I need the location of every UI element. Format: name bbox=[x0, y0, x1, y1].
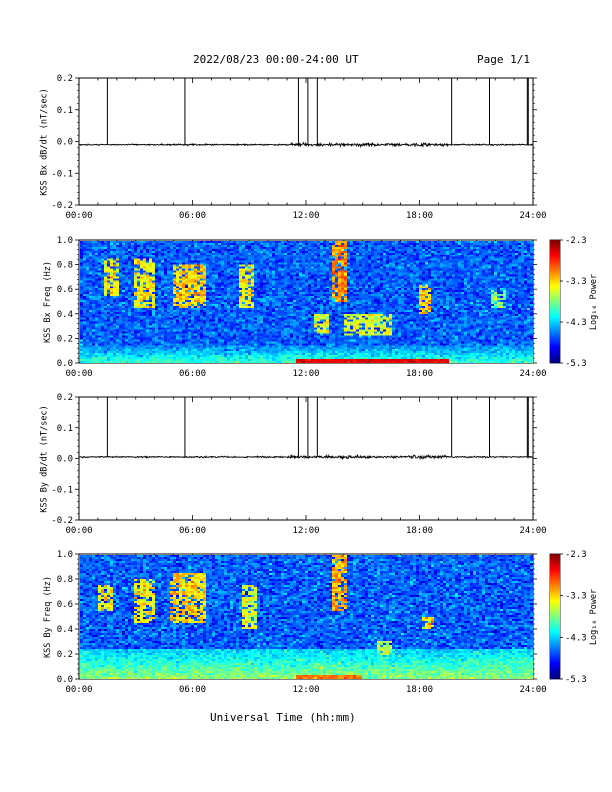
y-tick-label: 0.6 bbox=[57, 600, 73, 610]
y-tick-label: 0.2 bbox=[57, 74, 73, 84]
by-spectrogram-ylabel: KSS By Freq (Hz) bbox=[42, 575, 53, 658]
timeseries-trace bbox=[78, 453, 534, 461]
y-tick-label: 0.1 bbox=[57, 424, 73, 434]
panel-frame bbox=[78, 77, 534, 206]
x-tick-label: 00:00 bbox=[65, 211, 92, 221]
x-tick-label: 18:00 bbox=[406, 369, 433, 379]
x-tick-label: 06:00 bbox=[179, 685, 206, 695]
colorbar-tick-label: -5.3 bbox=[565, 359, 587, 369]
x-tick-label: 12:00 bbox=[292, 211, 319, 221]
by-colorbar-label: Log₁₀ Power bbox=[589, 588, 600, 645]
x-tick-label: 00:00 bbox=[65, 526, 92, 536]
x-tick-label: 18:00 bbox=[406, 211, 433, 221]
y-tick-label: 0.0 bbox=[57, 675, 73, 685]
bx-colorbar bbox=[550, 240, 560, 363]
x-tick-label: 06:00 bbox=[179, 211, 206, 221]
page-number: Page 1/1 bbox=[477, 53, 530, 66]
x-tick-label: 24:00 bbox=[519, 211, 546, 221]
y-tick-label: 0.2 bbox=[57, 650, 73, 660]
x-tick-label: 06:00 bbox=[179, 369, 206, 379]
x-tick-label: 12:00 bbox=[292, 685, 319, 695]
x-tick-label: 18:00 bbox=[406, 685, 433, 695]
by-timeseries-ylabel: KSS By dB/dt (nT/sec) bbox=[39, 404, 50, 513]
panel-frame bbox=[78, 396, 534, 521]
x-tick-label: 00:00 bbox=[65, 369, 92, 379]
x-tick-label: 18:00 bbox=[406, 526, 433, 536]
colorbar-tick-label: -5.3 bbox=[565, 675, 587, 685]
x-tick-label: 24:00 bbox=[519, 526, 546, 536]
x-tick-label: 12:00 bbox=[292, 369, 319, 379]
colorbar-tick-label: -3.3 bbox=[565, 277, 587, 287]
x-tick-label: 00:00 bbox=[65, 685, 92, 695]
y-tick-label: 0.6 bbox=[57, 285, 73, 295]
y-tick-label: 0.4 bbox=[57, 625, 73, 635]
colorbar-tick-label: -4.3 bbox=[565, 633, 587, 643]
bx-spectrogram-ylabel: KSS Bx Freq (Hz) bbox=[42, 260, 53, 343]
y-tick-label: -0.2 bbox=[51, 516, 73, 526]
y-tick-label: -0.1 bbox=[51, 485, 73, 495]
x-axis-label: Universal Time (hh:mm) bbox=[210, 711, 356, 724]
y-tick-label: 1.0 bbox=[57, 550, 73, 560]
timeseries-trace bbox=[78, 141, 534, 148]
y-tick-label: 0.4 bbox=[57, 310, 73, 320]
bx-colorbar-label: Log₁₀ Power bbox=[589, 273, 600, 330]
x-tick-label: 12:00 bbox=[292, 526, 319, 536]
x-tick-label: 24:00 bbox=[519, 369, 546, 379]
bx-timeseries-ylabel: KSS Bx dB/dt (nT/sec) bbox=[39, 87, 50, 196]
colorbar-tick-label: -2.3 bbox=[565, 550, 587, 560]
y-tick-label: 0.2 bbox=[57, 334, 73, 344]
y-tick-label: 0.1 bbox=[57, 106, 73, 116]
y-tick-label: -0.2 bbox=[51, 201, 73, 211]
y-tick-label: 0.8 bbox=[57, 261, 73, 271]
y-tick-label: 1.0 bbox=[57, 236, 73, 246]
y-tick-label: 0.0 bbox=[57, 455, 73, 465]
y-tick-label: 0.8 bbox=[57, 575, 73, 585]
colorbar-tick-label: -4.3 bbox=[565, 318, 587, 328]
colorbar-tick-label: -2.3 bbox=[565, 236, 587, 246]
x-tick-label: 24:00 bbox=[519, 685, 546, 695]
y-tick-label: 0.2 bbox=[57, 393, 73, 403]
bx-spectrogram-image bbox=[80, 241, 533, 363]
by-colorbar bbox=[550, 554, 560, 679]
x-tick-label: 06:00 bbox=[179, 526, 206, 536]
plot-title: 2022/08/23 00:00-24:00 UT bbox=[193, 53, 359, 66]
y-tick-label: 0.0 bbox=[57, 359, 73, 369]
y-tick-label: 0.0 bbox=[57, 138, 73, 148]
colorbar-tick-label: -3.3 bbox=[565, 592, 587, 602]
y-tick-label: -0.1 bbox=[51, 169, 73, 179]
by-spectrogram-image bbox=[80, 555, 533, 679]
